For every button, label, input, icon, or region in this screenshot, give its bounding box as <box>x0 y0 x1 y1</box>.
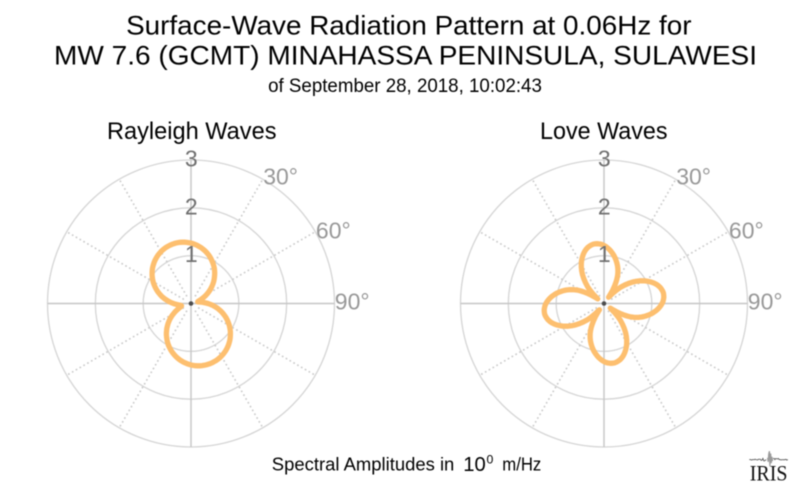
svg-text:10: 10 <box>463 454 486 476</box>
svg-text:MW 7.6 (GCMT) MINAHASSA PENINS: MW 7.6 (GCMT) MINAHASSA PENINSULA, SULAW… <box>54 41 757 71</box>
svg-text:90°: 90° <box>748 289 783 315</box>
svg-text:30°: 30° <box>676 164 711 190</box>
svg-text:m/Hz: m/Hz <box>502 454 541 474</box>
svg-text:0: 0 <box>487 452 494 466</box>
svg-text:Rayleigh Waves: Rayleigh Waves <box>107 118 277 145</box>
svg-text:1: 1 <box>185 241 198 267</box>
svg-text:of September 28, 2018, 10:02:4: of September 28, 2018, 10:02:43 <box>268 76 542 97</box>
svg-text:2: 2 <box>185 194 198 220</box>
svg-text:IRIS: IRIS <box>750 460 788 485</box>
svg-text:60°: 60° <box>316 218 351 244</box>
svg-text:3: 3 <box>185 146 198 172</box>
svg-text:2: 2 <box>598 194 611 220</box>
svg-text:30°: 30° <box>263 164 298 190</box>
svg-text:1: 1 <box>598 241 611 267</box>
svg-text:Spectral Amplitudes in: Spectral Amplitudes in <box>272 454 455 474</box>
svg-text:Love Waves: Love Waves <box>540 118 668 145</box>
svg-text:3: 3 <box>598 146 611 172</box>
svg-text:90°: 90° <box>335 289 370 315</box>
svg-text:Surface-Wave Radiation Pattern: Surface-Wave Radiation Pattern at 0.06Hz… <box>126 11 691 41</box>
svg-text:60°: 60° <box>729 218 764 244</box>
